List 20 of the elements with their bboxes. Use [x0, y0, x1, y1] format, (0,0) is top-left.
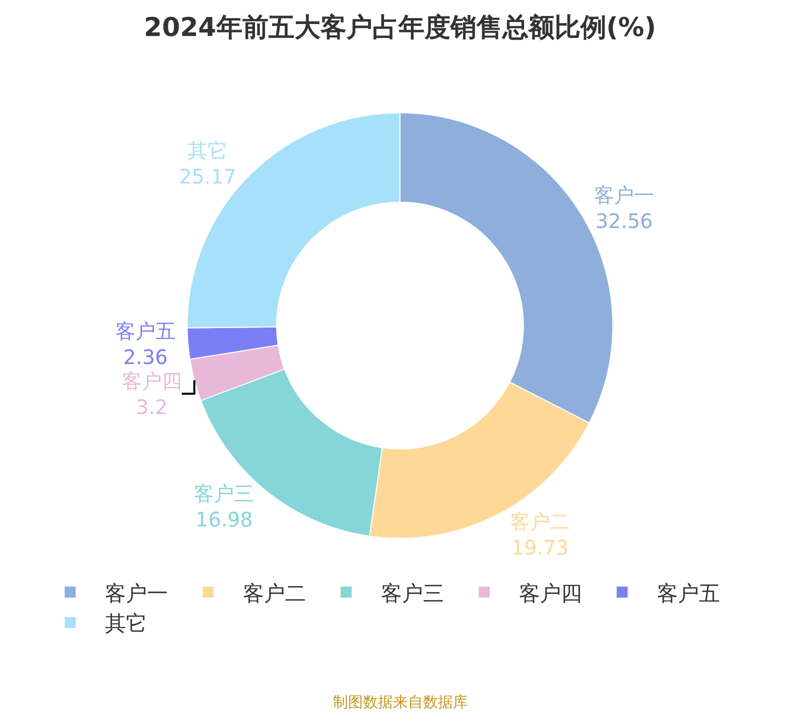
- data-label: 25.17: [178, 164, 236, 189]
- legend-label: 其它: [105, 612, 148, 636]
- slice-label: 客户五: [115, 318, 176, 343]
- data-label: 16.98: [196, 508, 253, 532]
- chart-title: 2024年前五大客户占年度销售总额比例(%): [144, 13, 656, 44]
- text: 制图数据来自数据库: [333, 693, 468, 711]
- data-label: 2.36: [123, 344, 168, 369]
- legend-label: 客户三: [381, 581, 444, 606]
- slice-label: 客户四: [122, 368, 182, 393]
- legend-label: 客户五: [657, 581, 720, 606]
- data-label: 3.2: [136, 394, 168, 419]
- slice-label: 客户一: [594, 182, 654, 207]
- data-label: 19.73: [511, 536, 569, 560]
- legend-label: 客户一: [105, 581, 168, 606]
- data-label: 32.56: [596, 208, 653, 233]
- legend-label: 客户四: [519, 581, 582, 606]
- slice-label: 客户三: [194, 482, 254, 506]
- legend-label: 客户二: [243, 581, 306, 606]
- slice-label: 其它: [188, 138, 228, 163]
- slice-label: 客户二: [510, 510, 570, 534]
